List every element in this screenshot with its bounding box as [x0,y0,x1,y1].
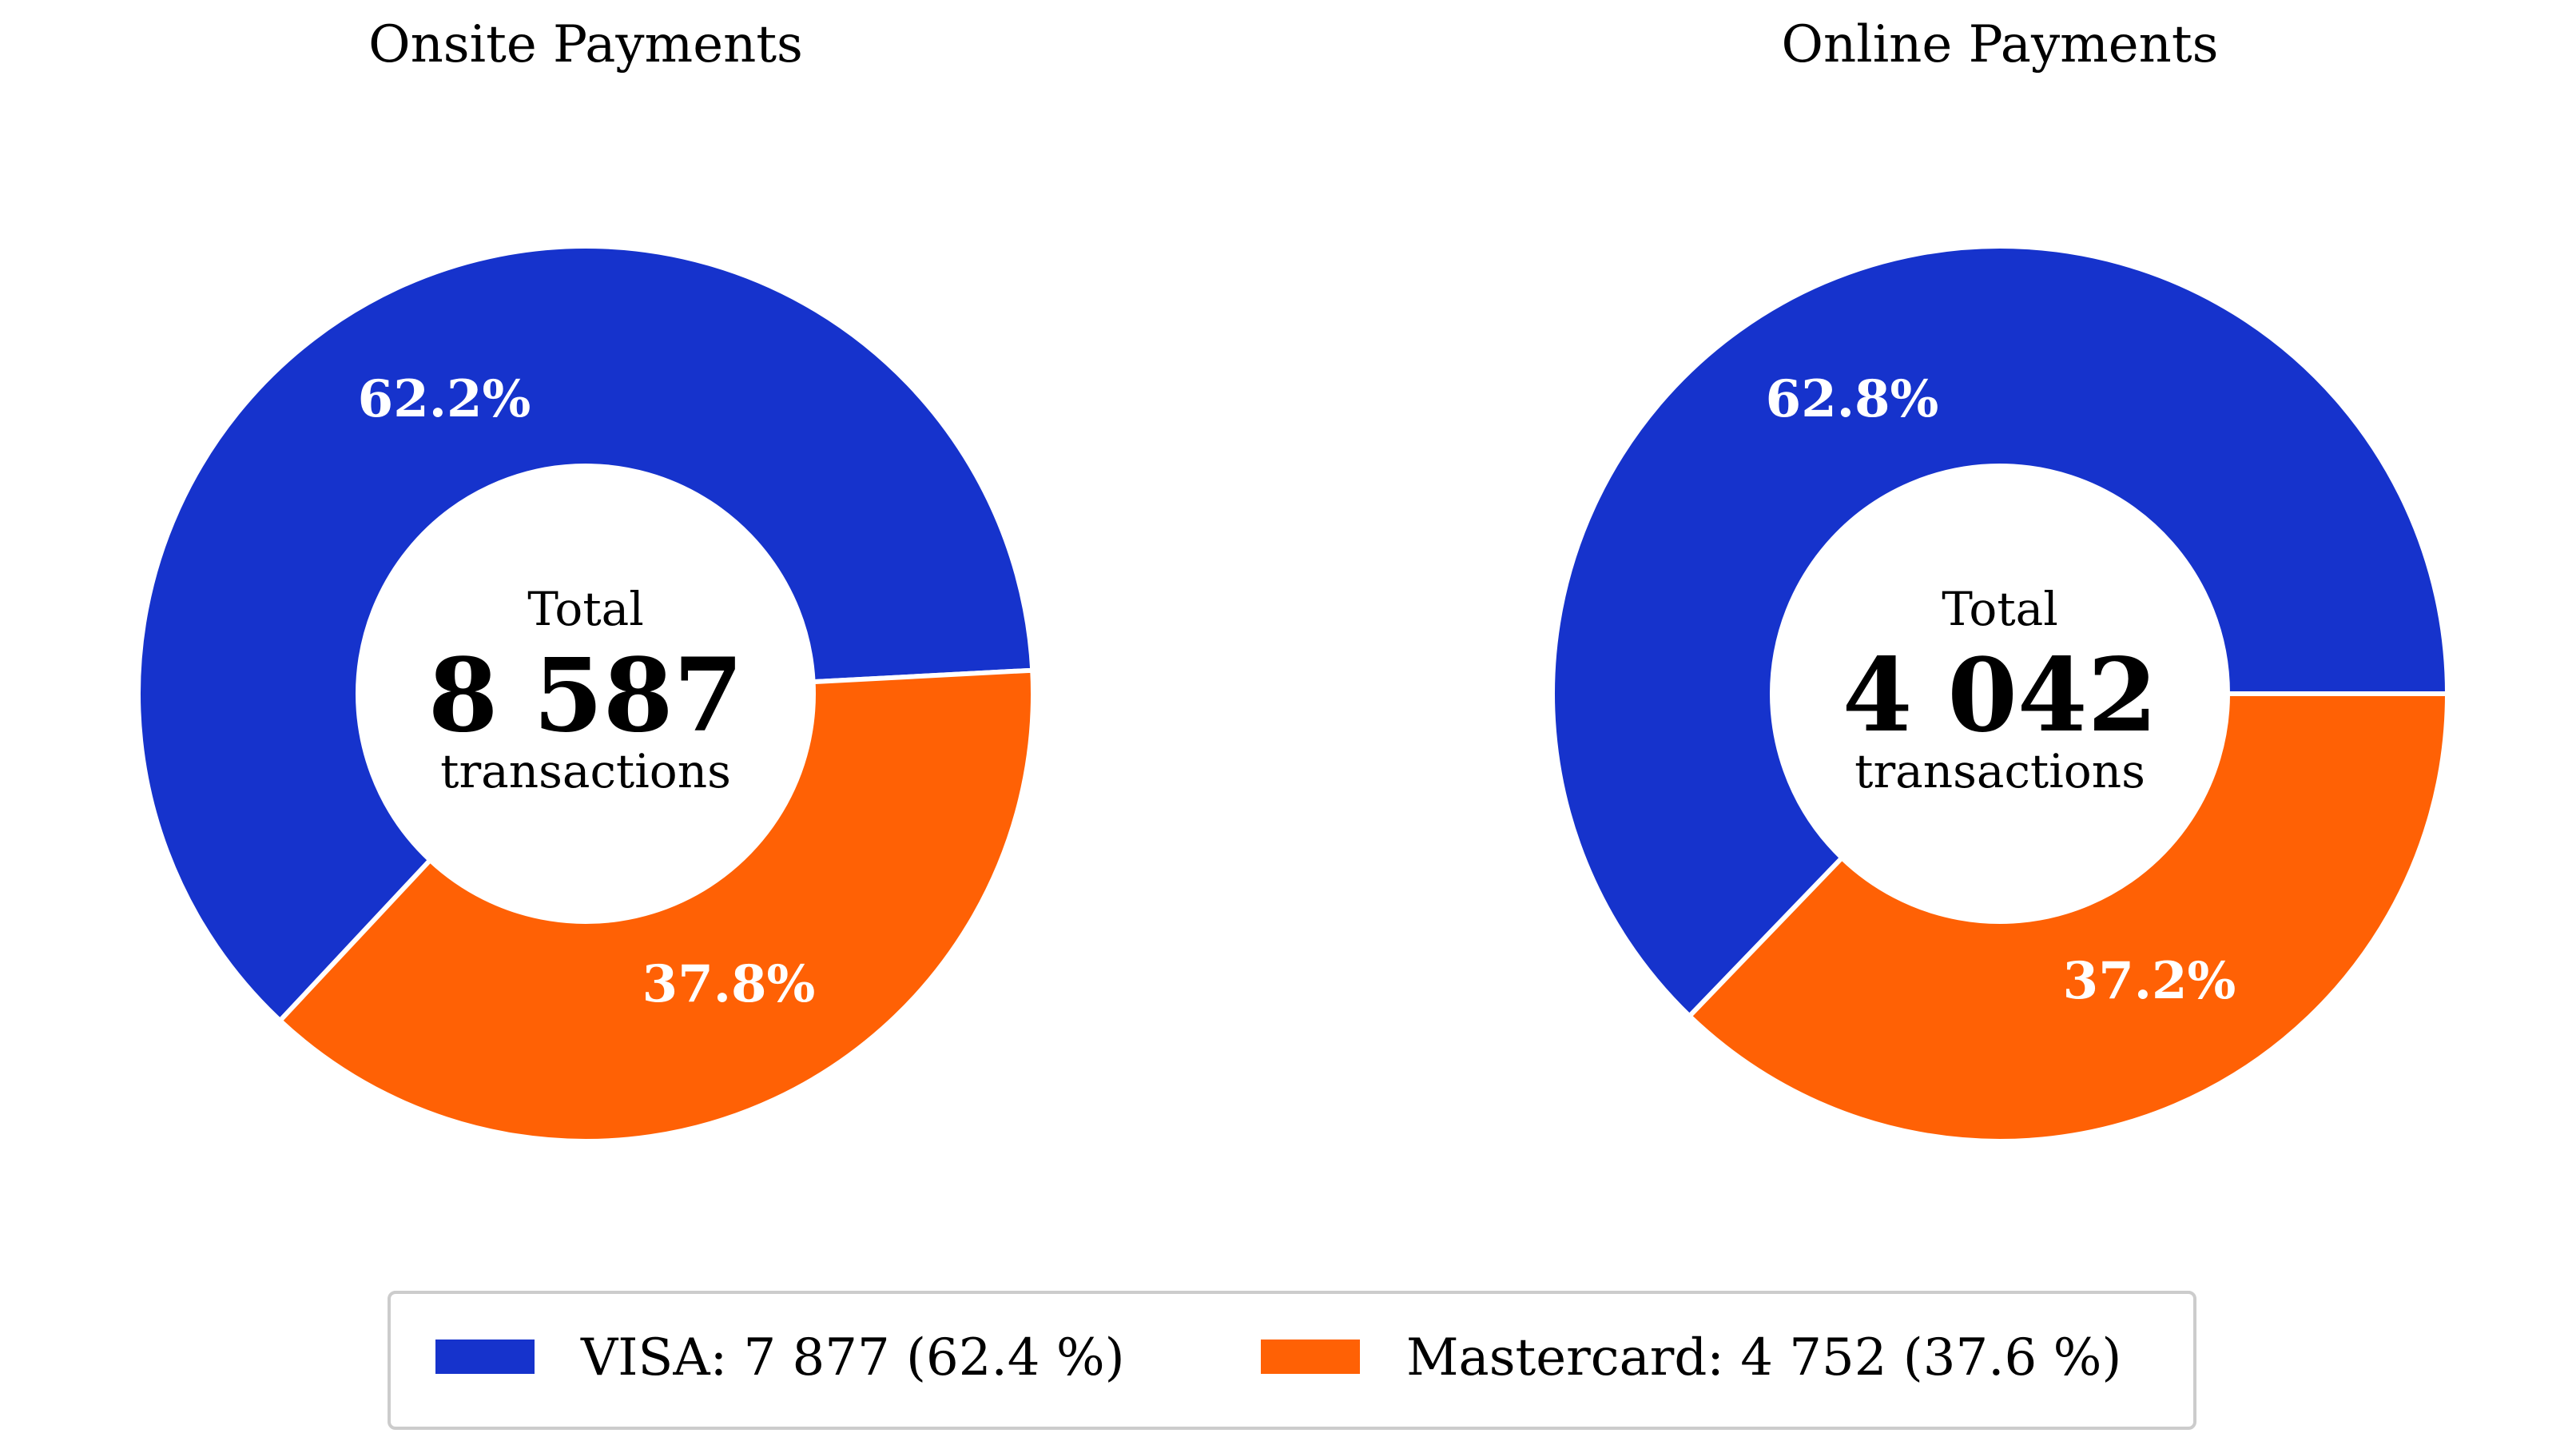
legend-label-mastercard: Mastercard: 4 752 (37.6 %) [1406,1328,2121,1387]
legend-swatch-visa [435,1340,535,1374]
legend: VISA: 7 877 (62.4 %) Mastercard: 4 752 (… [388,1291,2196,1430]
center-total-online: 4 042 [1843,636,2158,754]
chart-title-online: Online Payments [1782,15,2219,74]
center-label-bottom-onsite: transactions [440,744,731,798]
slice-label-mastercard-online: 37.2% [2063,951,2236,1011]
slices-onsite [136,243,1036,1144]
legend-swatch-mastercard [1261,1340,1360,1374]
slices-online [1550,244,2450,1144]
chart-title-onsite: Onsite Payments [368,15,803,74]
slice-label-visa-online: 62.8% [1766,369,1939,429]
center-label-bottom-online: transactions [1854,744,2145,798]
slice-visa-onsite [136,243,1036,1024]
slice-visa-online [1550,244,2450,1019]
center-label-top-onsite: Total [527,582,644,636]
slice-label-visa-onsite: 62.2% [358,369,531,429]
legend-label-visa: VISA: 7 877 (62.4 %) [580,1328,1125,1387]
donut-chart-onsite: Onsite Payments 62.2% 37.8% Total 8 587 … [136,15,1036,1144]
center-label-top-online: Total [1942,582,2058,636]
slice-mastercard-onsite [277,667,1036,1144]
slice-mastercard-online [1687,691,2450,1144]
donut-chart-online: Online Payments 62.8% 37.2% Total 4 042 … [1550,15,2450,1144]
center-total-onsite: 8 587 [428,636,744,754]
slice-label-mastercard-onsite: 37.8% [642,954,816,1014]
